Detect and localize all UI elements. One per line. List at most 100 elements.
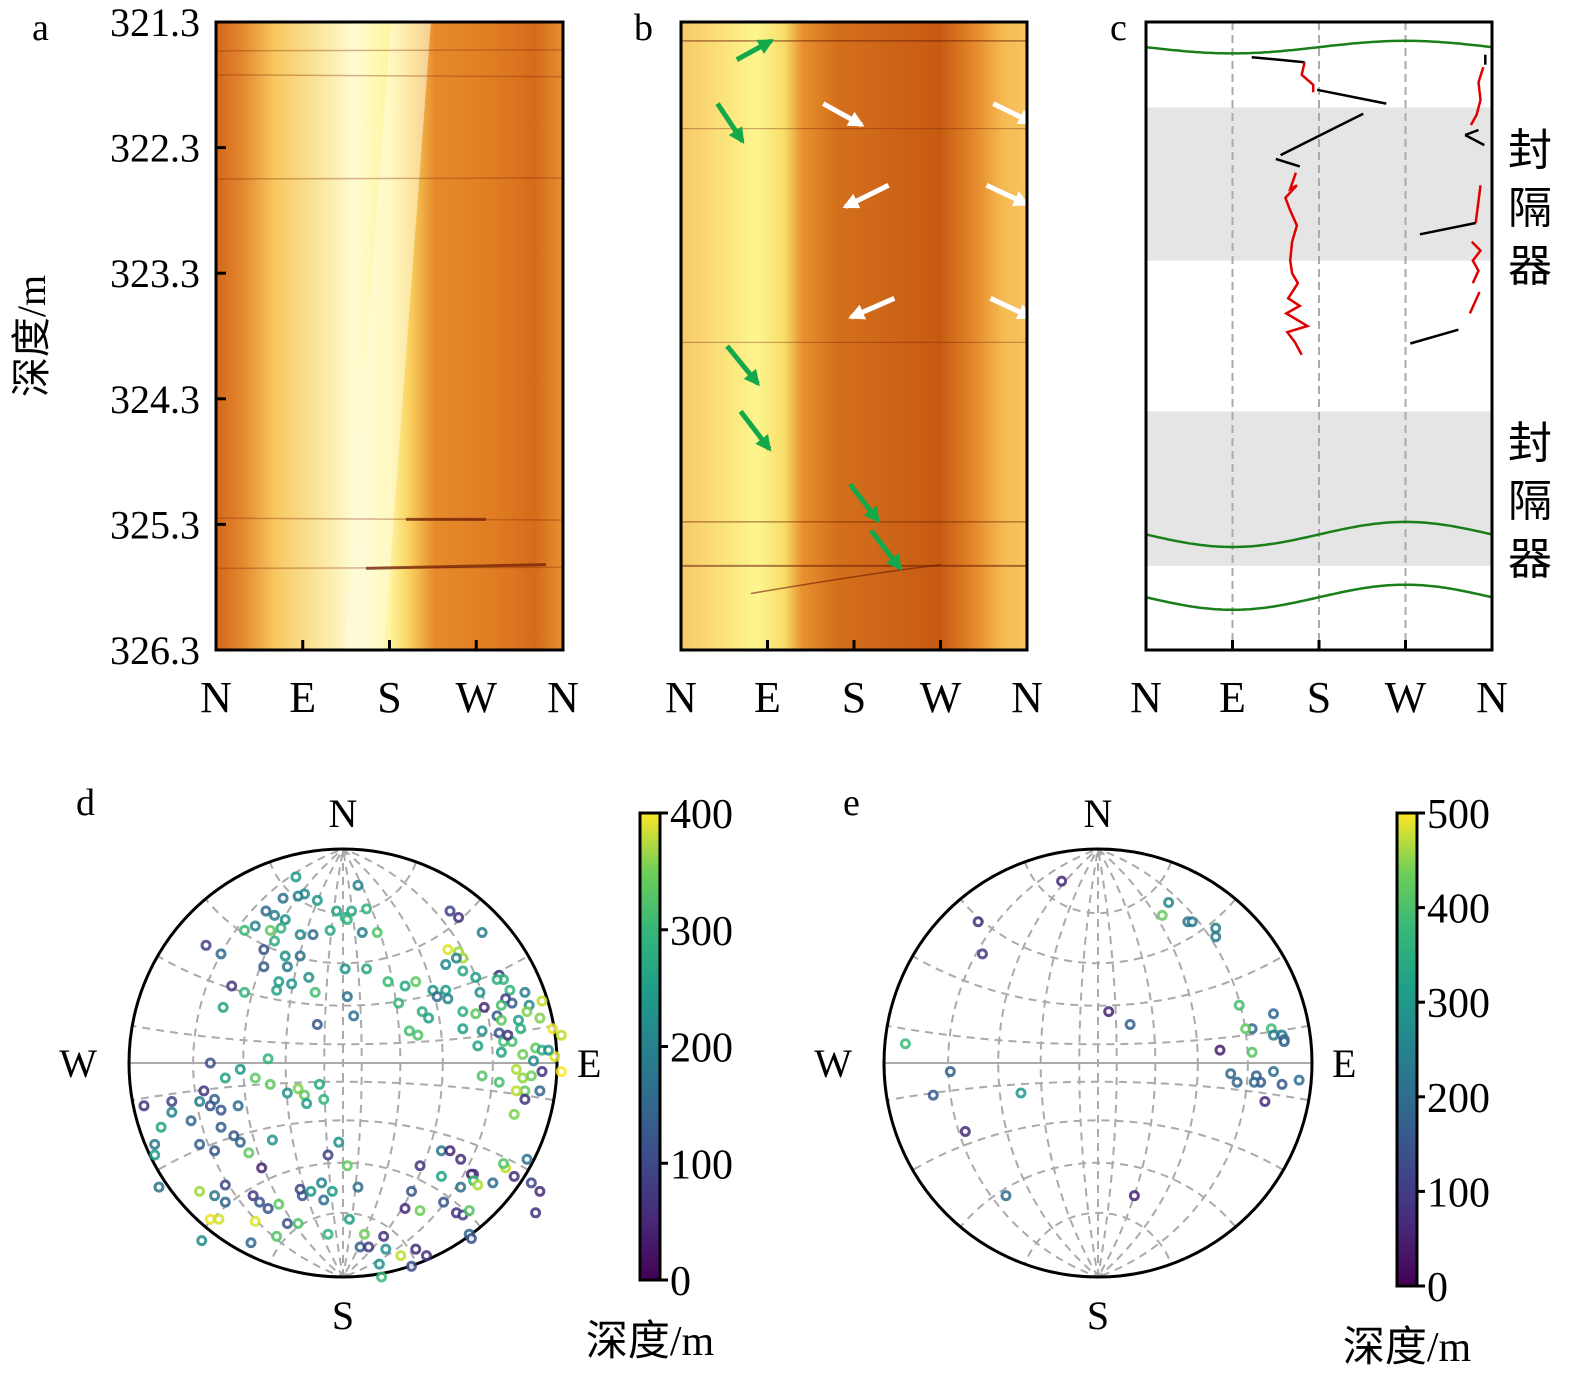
y-tick-label: 326.3 (110, 628, 200, 673)
great-circle (1039, 849, 1312, 1277)
pole-point (1214, 1044, 1226, 1056)
red-trace (1468, 291, 1481, 314)
pole-point (294, 1183, 306, 1195)
pole-point (264, 1078, 276, 1090)
pole-point (322, 1228, 334, 1240)
pole-point (209, 1145, 221, 1157)
pole-point (431, 991, 443, 1003)
pole-point (515, 1023, 527, 1035)
colorbar-tick-label: 100 (1427, 1170, 1490, 1216)
pole-point (303, 971, 315, 983)
pole-point (352, 1181, 364, 1193)
pole-point (410, 976, 422, 988)
pole-point (440, 959, 452, 971)
primitive-circle (882, 847, 1314, 1279)
pole-point (1186, 916, 1198, 928)
pole-point (519, 986, 531, 998)
black-trace (1464, 128, 1479, 137)
primitive-circle (127, 847, 559, 1279)
pole-point (1248, 1076, 1260, 1088)
pole-point (194, 1138, 206, 1150)
pole-point (450, 952, 462, 964)
pole-point (258, 961, 270, 973)
pole-point (1015, 1087, 1027, 1099)
pole-point (435, 1145, 447, 1157)
pole-point (474, 986, 486, 998)
green-arrow-icon (848, 482, 881, 524)
pole-point (472, 1040, 484, 1052)
pole-point (435, 1170, 447, 1182)
pole-point (487, 1177, 499, 1189)
pole-point (346, 905, 358, 917)
small-circle (1019, 1211, 1177, 1277)
white-arrow-icon (848, 296, 896, 320)
pole-point (264, 924, 276, 936)
red-trace (1469, 66, 1485, 126)
small-circle (129, 849, 557, 1046)
colorbar-gradient (1395, 811, 1419, 1288)
pole-point (273, 1198, 285, 1210)
pole-point (534, 1185, 546, 1197)
pole-point (530, 1207, 542, 1219)
pole-point (1246, 1046, 1258, 1058)
pole-point (506, 997, 518, 1009)
small-circle (129, 849, 557, 1007)
pole-point (395, 1250, 407, 1262)
black-trace (1275, 157, 1301, 168)
pole-point (356, 926, 368, 938)
y-tick-label: 325.3 (110, 502, 200, 547)
label-west: W (59, 1041, 97, 1086)
pole-point (493, 1076, 505, 1088)
pole-point (341, 991, 353, 1003)
fracture-trace (365, 563, 547, 570)
pole-point (549, 1051, 561, 1063)
pole-point (508, 1170, 520, 1182)
pole-point (463, 1205, 475, 1217)
pole-point (547, 1023, 559, 1035)
pole-point (352, 879, 364, 891)
pole-point (927, 1089, 939, 1101)
small-circle (917, 849, 1279, 965)
pole-point (239, 986, 251, 998)
fracture-sinusoid (1146, 583, 1492, 612)
pole-point (331, 905, 343, 917)
pole-point (519, 1093, 531, 1105)
small-circle (264, 1211, 422, 1277)
panel-label-a: a (32, 7, 49, 49)
pole-point (1124, 1018, 1136, 1030)
pole-point (414, 1160, 426, 1172)
pole-point (247, 1190, 259, 1202)
pole-point (382, 976, 394, 988)
fracture-trace (216, 177, 563, 180)
trace-plot-c (1146, 22, 1492, 650)
pole-point (1293, 1074, 1305, 1086)
pole-point (457, 1006, 469, 1018)
packer-label-char: 器 (1508, 242, 1552, 291)
colorbar-tick-label: 200 (1427, 1076, 1490, 1122)
pole-point (1240, 1023, 1252, 1035)
pole-point (185, 1115, 197, 1127)
pole-point (453, 911, 465, 923)
x-tick-label: W (455, 673, 497, 722)
pole-point (292, 890, 304, 902)
pole-point (1225, 1068, 1237, 1080)
pole-point (536, 1066, 548, 1078)
pole-point (217, 1001, 229, 1013)
bright-band (344, 22, 431, 650)
pole-point (457, 1023, 469, 1035)
panel-a: a 深度/m 321.3 322.3 323.3 324.3 325.3 326.3 N E… (9, 0, 579, 722)
pole-point (213, 1213, 225, 1225)
pole-point (341, 1160, 353, 1172)
pole-point (498, 1158, 509, 1170)
colorbar-gradient (638, 811, 662, 1282)
pole-point (245, 1237, 257, 1249)
pole-point (457, 965, 469, 977)
panel-label-d: d (76, 782, 95, 824)
packer-label-char: 器 (1508, 535, 1552, 584)
pole-point (1156, 909, 1168, 921)
